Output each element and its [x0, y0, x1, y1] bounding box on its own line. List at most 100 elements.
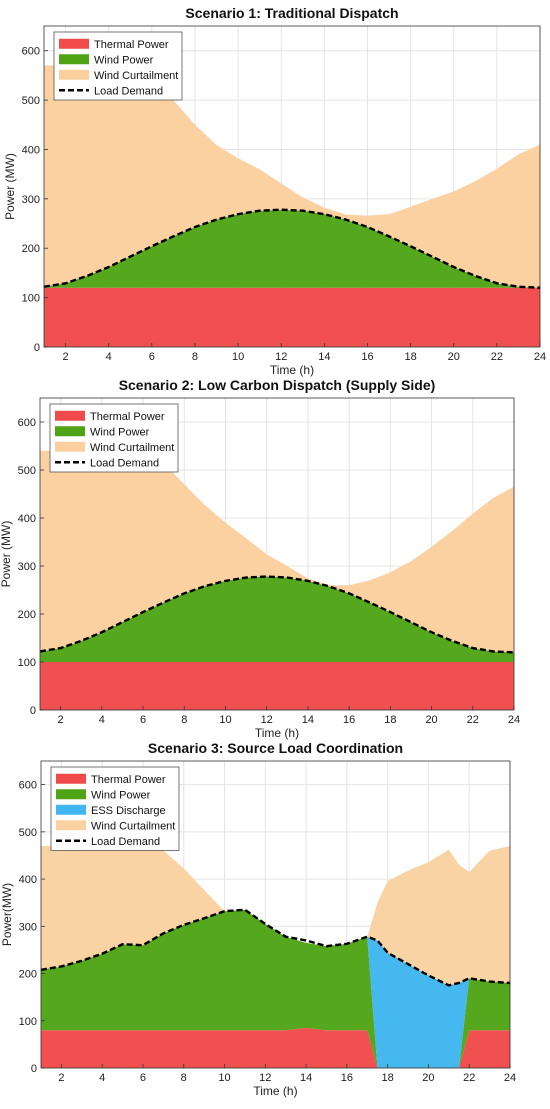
legend-swatch-wind-curtailment — [56, 820, 86, 831]
thermal-power-area — [44, 287, 540, 347]
y-tick-label: 0 — [31, 1063, 37, 1075]
x-tick-label: 2 — [63, 351, 69, 363]
ess-discharge-area — [41, 909, 510, 1068]
x-tick-label: 10 — [232, 351, 244, 363]
x-tick-label: 24 — [508, 714, 520, 726]
chart-panel-2: Scenario 2: Low Carbon Dispatch (Supply … — [0, 377, 520, 740]
x-tick-label: 6 — [140, 1072, 146, 1084]
x-tick-label: 18 — [384, 714, 396, 726]
x-tick-label: 8 — [181, 714, 187, 726]
x-tick-label: 2 — [58, 1072, 64, 1084]
y-tick-label: 500 — [19, 827, 37, 839]
x-tick-label: 14 — [318, 351, 330, 363]
thermal-power-area — [41, 1027, 510, 1068]
x-tick-label: 20 — [448, 351, 460, 363]
legend-label: Thermal Power — [94, 39, 169, 51]
axes-frame — [40, 760, 511, 1069]
y-tick-label: 100 — [19, 1016, 37, 1028]
y-tick-label: 500 — [18, 465, 36, 477]
x-tick-label: 12 — [259, 1072, 271, 1084]
y-tick-label: 0 — [30, 705, 36, 717]
legend-label: Wind Curtailment — [90, 442, 174, 454]
legend-label: Wind Curtailment — [91, 820, 175, 832]
wind-curtailment-area — [40, 450, 514, 653]
legend-label: Wind Curtailment — [94, 70, 178, 82]
legend-label: Load Demand — [91, 836, 160, 848]
x-tick-label: 8 — [192, 351, 198, 363]
legend-swatch-ess-discharge — [56, 804, 86, 815]
legend-swatch-wind-curtailment — [55, 441, 85, 452]
legend-label: ESS Discharge — [91, 805, 166, 817]
legend-label: Thermal Power — [91, 774, 166, 786]
x-tick-label: 4 — [99, 1072, 105, 1084]
x-tick-label: 10 — [218, 1072, 230, 1084]
y-tick-label: 100 — [18, 657, 36, 669]
load-demand-line — [43, 208, 541, 289]
x-tick-label: 20 — [425, 714, 437, 726]
x-tick-label: 6 — [149, 351, 155, 363]
y-tick-label: 400 — [19, 874, 37, 886]
x-axis-label: Time (h) — [253, 1084, 297, 1098]
y-tick-label: 400 — [18, 513, 36, 525]
legend: Thermal Power Wind Power Wind Curtailment L… — [49, 403, 179, 473]
x-tick-label: 12 — [275, 351, 287, 363]
legend-swatch-wind-curtailment — [59, 69, 89, 80]
x-tick-label: 2 — [58, 714, 64, 726]
x-tick-label: 6 — [140, 714, 146, 726]
chart-title: Scenario 1: Traditional Dispatch — [185, 5, 398, 21]
x-tick-label: 16 — [343, 714, 355, 726]
y-tick-label: 200 — [19, 969, 37, 981]
x-tick-label: 4 — [106, 351, 112, 363]
x-tick-label: 12 — [261, 714, 273, 726]
x-tick-label: 20 — [422, 1072, 434, 1084]
legend-swatch-wind-power — [56, 789, 86, 800]
x-tick-label: 22 — [463, 1072, 475, 1084]
legend-label: Load Demand — [90, 457, 159, 469]
y-tick-label: 600 — [19, 780, 37, 792]
x-tick-label: 24 — [534, 351, 546, 363]
y-tick-label: 0 — [34, 342, 40, 354]
x-tick-label: 8 — [181, 1072, 187, 1084]
legend-swatch-wind-power — [59, 54, 89, 65]
wind-power-area — [44, 209, 540, 288]
axes-frame — [39, 397, 515, 711]
y-axis-label: Power(MW) — [0, 883, 14, 946]
load-demand-line — [40, 908, 511, 987]
x-tick-label: 14 — [302, 714, 314, 726]
y-tick-label: 600 — [18, 417, 36, 429]
thermal-power-area — [40, 662, 514, 710]
legend-swatch-wind-power — [55, 426, 85, 437]
x-axis-label: Time (h) — [270, 363, 314, 377]
y-tick-label: 200 — [22, 243, 40, 255]
legend: Thermal Power Wind Power ESS Discharge Wind… — [50, 766, 180, 851]
y-tick-label: 300 — [19, 921, 37, 933]
legend-swatch-thermal-power — [55, 410, 85, 421]
y-axis-label: Power (MW) — [3, 153, 17, 220]
x-tick-label: 22 — [467, 714, 479, 726]
y-tick-label: 100 — [22, 293, 40, 305]
legend-label: Load Demand — [94, 85, 163, 97]
legend-label: Wind Power — [94, 54, 154, 66]
x-tick-label: 14 — [300, 1072, 312, 1084]
wind-power-area — [40, 576, 514, 662]
legend-label: Thermal Power — [90, 411, 165, 423]
axes-frame — [43, 25, 541, 348]
y-tick-label: 200 — [18, 609, 36, 621]
legend-swatch-thermal-power — [56, 773, 86, 784]
x-tick-label: 24 — [504, 1072, 516, 1084]
wind-power-area — [41, 909, 510, 1068]
legend-label: Wind Power — [91, 789, 151, 801]
wind-curtailment-area — [41, 846, 510, 986]
y-tick-label: 300 — [18, 561, 36, 573]
x-tick-label: 18 — [404, 351, 416, 363]
y-axis-label: Power (MW) — [0, 521, 13, 588]
legend: Thermal Power Wind Power Wind Curtailment L… — [53, 31, 183, 101]
x-tick-label: 10 — [219, 714, 231, 726]
wind-curtailment-area — [44, 65, 540, 288]
y-tick-label: 400 — [22, 144, 40, 156]
x-axis-label: Time (h) — [255, 726, 299, 740]
